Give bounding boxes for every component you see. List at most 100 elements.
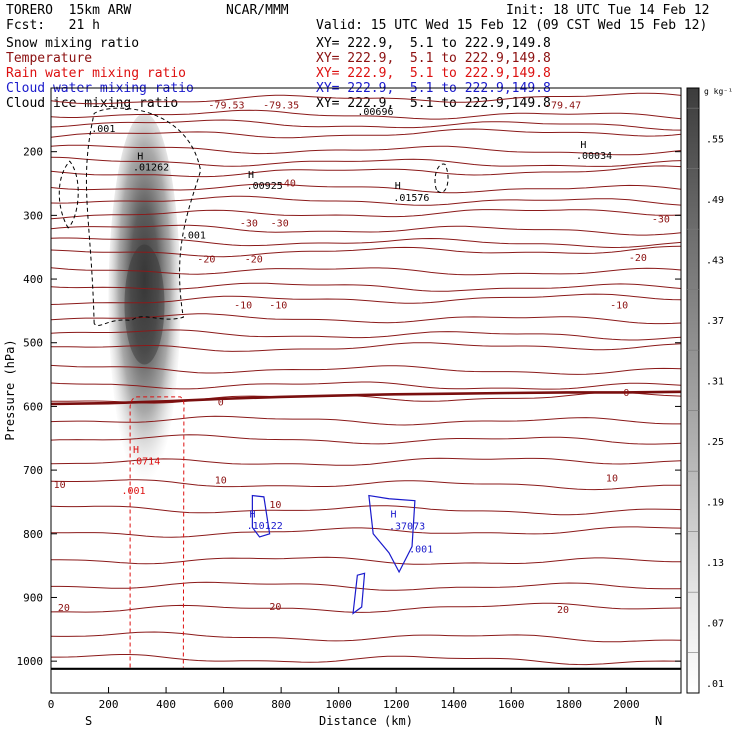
colorbar-tick-label: .31 (706, 376, 724, 387)
colorbar-unit: g kg⁻¹ (704, 87, 733, 96)
org-label: NCAR/MMM (226, 3, 289, 18)
valid-time: Valid: 15 UTC Wed 15 Feb 12 (09 CST Wed … (316, 18, 708, 33)
isotherm-line (51, 293, 681, 305)
y-tick-label: 200 (23, 146, 43, 159)
isotherm-line (51, 183, 681, 194)
isotherm-line (51, 434, 681, 445)
field-max-annotation: H (580, 140, 586, 151)
field-max-annotation: .0714 (130, 457, 160, 468)
isotherm-line (51, 156, 681, 167)
isotherm-line (51, 556, 681, 565)
field-max-annotation: H (137, 152, 143, 163)
x-tick-label: 1400 (440, 698, 467, 711)
isotherm-label: 20 (557, 605, 569, 616)
legend-label: Temperature (6, 51, 93, 66)
cloud-ice-contour (58, 160, 79, 229)
colorbar-tick-label: .13 (706, 558, 724, 569)
isotherm-label: -79.53 (208, 101, 244, 112)
y-tick-label: 800 (23, 528, 43, 541)
isotherm-label: 10 (215, 476, 227, 487)
isotherm-label: -79.35 (263, 101, 299, 112)
isotherm-label: -20 (629, 253, 647, 264)
field-max-annotation: .001 (409, 544, 433, 555)
isotherm-line (51, 342, 681, 352)
isotherm-label: 0 (218, 397, 224, 408)
field-max-annotation: H (248, 170, 254, 181)
snow-core (124, 244, 165, 365)
y-tick-label: 400 (23, 273, 43, 286)
colorbar-tick-label: .55 (706, 134, 724, 145)
colorbar-tick-label: .19 (706, 497, 724, 508)
plot-area: -79.53 -79.35 -79.47 -40 -30 -30 -30 -20 -20 -20 -… (51, 92, 681, 670)
y-tick-label: 600 (23, 400, 43, 413)
x-tick-label: 400 (156, 698, 176, 711)
isotherm-line (51, 381, 681, 390)
isotherm-line (51, 267, 681, 276)
isotherm-label: -30 (271, 218, 289, 229)
isotherm-label: 10 (606, 474, 618, 485)
isotherm-line (51, 209, 681, 220)
x-axis-title: Distance (km) (319, 714, 413, 728)
isotherm-line (51, 245, 681, 258)
isotherm-line (51, 329, 681, 341)
field-max-annotation: .10122 (247, 521, 283, 532)
snow-shading (108, 113, 181, 484)
isotherm-line (51, 237, 681, 249)
x-end-label-north: N (655, 714, 662, 728)
legend-label: Rain water mixing ratio (6, 66, 187, 81)
isotherm-line (51, 224, 681, 236)
field-max-annotation: .00696 (357, 107, 393, 118)
field-max-annotation: .00925 (247, 181, 283, 192)
field-max-annotation: .00034 (576, 151, 612, 162)
isotherm-line (51, 654, 681, 666)
legend-label: Snow mixing ratio (6, 36, 140, 51)
colorbar-tick-label: .37 (706, 316, 724, 327)
isotherm-label: -10 (234, 301, 252, 312)
y-tick-label: 900 (23, 591, 43, 604)
isotherm-label: -20 (197, 255, 215, 266)
x-end-label-south: S (85, 714, 92, 728)
isotherm-line (51, 415, 681, 426)
model-title: TORERO 15km ARW (6, 3, 132, 18)
cloud-ice-contour (85, 107, 202, 326)
freezing-level-line (51, 390, 681, 406)
colorbar-tick-label: .49 (706, 195, 724, 206)
isotherm-line (51, 602, 681, 613)
isotherm-line (51, 165, 681, 178)
colorbar-tick-label: .43 (706, 255, 724, 266)
field-max-annotation: H (133, 445, 139, 456)
colorbar-tick-label: .25 (706, 437, 724, 448)
isotherm-line (51, 391, 681, 404)
init-time: Init: 18 UTC Tue 14 Feb 12 (506, 3, 710, 18)
x-tick-label: 0 (48, 698, 55, 711)
x-tick-label: 1200 (383, 698, 410, 711)
isotherm-label: 0 (623, 388, 629, 399)
isotherm-line (51, 526, 681, 538)
isotherm-line (51, 313, 681, 325)
isotherm-label: -30 (652, 215, 670, 226)
x-tick-label: 1800 (556, 698, 583, 711)
isotherm-line (51, 92, 681, 105)
isotherm-line (51, 128, 681, 139)
field-max-annotation: H (390, 509, 396, 520)
isotherm-label: -40 (278, 178, 296, 189)
colorbar (686, 87, 700, 694)
y-tick-label: 500 (23, 337, 43, 350)
x-tick-label: 800 (271, 698, 291, 711)
isotherm-label: 20 (58, 603, 70, 614)
isotherm-label: -79.47 (545, 101, 581, 112)
legend-xy: XY= 222.9, 5.1 to 222.9,149.8 (316, 66, 551, 81)
y-tick-label: 700 (23, 464, 43, 477)
isotherm-line (51, 505, 681, 516)
cloud-ice-contour (434, 163, 449, 193)
cloud-water-contour (368, 494, 416, 574)
isotherm-line (51, 457, 681, 466)
field-max-annotation: .001 (91, 124, 115, 135)
x-tick-label: 600 (214, 698, 234, 711)
y-tick-label: 300 (23, 209, 43, 222)
x-tick-label: 1000 (325, 698, 352, 711)
isotherm-line (51, 144, 681, 156)
x-tick-label: 1600 (498, 698, 525, 711)
isotherm-line (51, 631, 681, 643)
field-max-annotation: .37073 (389, 522, 425, 533)
